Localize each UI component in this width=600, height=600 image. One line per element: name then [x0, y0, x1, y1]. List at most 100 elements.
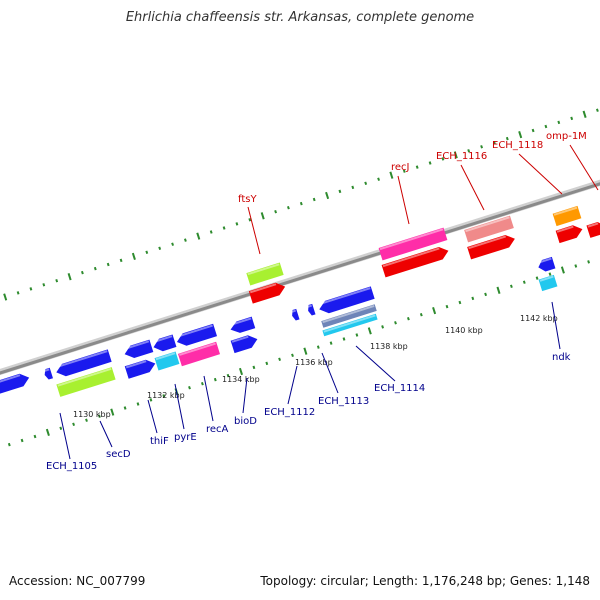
gene-arrow-body: [44, 367, 53, 380]
tick-dot: [595, 108, 599, 112]
tick-dot: [587, 260, 591, 264]
tick-dot: [496, 286, 501, 294]
gene-label-recj: recJ: [391, 162, 410, 173]
tick-dot: [329, 341, 333, 345]
tick-label: 1140 kbp: [445, 326, 483, 335]
tick-dot: [123, 406, 127, 410]
gene-box-ech1114-highlight: [323, 314, 376, 333]
gene-box-ftsY-highlight: [247, 263, 280, 276]
gene-arrow-highlight: [176, 324, 213, 338]
tick-dot: [67, 273, 72, 281]
tick-dot: [471, 296, 475, 301]
tick-dot: [59, 426, 63, 431]
gene-arrow-highlight: [307, 304, 313, 308]
tick-dot: [338, 189, 342, 194]
tick-dot: [535, 276, 539, 280]
tick-dot: [522, 280, 526, 284]
gene-arrow-recJ: [381, 246, 449, 278]
leader-line: [59, 412, 71, 460]
tick-dot: [505, 136, 509, 141]
gene-arrow-body: [308, 303, 316, 316]
leader-line: [551, 301, 561, 350]
gene-arrow-omp1M-highlight: [587, 222, 599, 228]
tick-dot: [291, 353, 294, 358]
gene-arrow-ftsY: [248, 282, 286, 304]
tick-dot: [381, 325, 385, 329]
tick-dot: [20, 438, 24, 443]
tick-dot: [312, 197, 316, 202]
leader-line: [460, 164, 485, 211]
tick-dot: [209, 230, 213, 234]
gene-box-recJ: [378, 227, 448, 261]
tick-dot: [377, 177, 381, 181]
gene-arrow-thiF: [124, 359, 156, 379]
tick-dot: [149, 398, 153, 402]
leader-line: [569, 144, 599, 191]
genome-title: Ehrlichia chaffeensis str. Arkansas, com…: [125, 10, 475, 25]
gene-label-secd: secD: [106, 449, 131, 460]
tick-dot: [252, 365, 256, 370]
gene-arrow-thiF-highlight: [125, 360, 147, 369]
gene-box-ech1116: [464, 215, 514, 243]
tick-dot: [402, 169, 406, 173]
gene-box-ftsY: [246, 262, 284, 286]
gene-label-ftsy: ftsY: [238, 194, 257, 205]
gene-arrow-body: [56, 349, 112, 377]
gene-arrow-body: [153, 334, 177, 352]
gene-box-ech1113-body: [321, 304, 377, 328]
gene-arrow-ech1118: [555, 225, 583, 244]
gene-arrow-body: [124, 339, 154, 359]
gene-arrow-ech1112-body: [292, 308, 300, 321]
gene-arrow-secD-body: [56, 367, 116, 397]
gene-arrow-ech1112: [291, 308, 300, 321]
gene-box-ech1116-body: [464, 215, 514, 243]
tick-dot: [299, 201, 303, 206]
tick-dot: [406, 316, 410, 321]
gene-arrow-omp1M-body: [586, 221, 600, 238]
tick-dot: [80, 270, 84, 275]
gene-arrow-omp1M: [586, 221, 600, 238]
tick-dot: [432, 306, 437, 315]
gene-arrow: [307, 303, 316, 316]
tick-dot: [582, 110, 587, 118]
gene-arrow-ech1118-highlight: [556, 225, 574, 233]
tick-dot: [574, 264, 578, 268]
gene-arrow-highlight: [152, 335, 173, 344]
gene-arrow-body: [0, 373, 30, 395]
tick-dot: [265, 361, 269, 366]
tick-dot: [458, 300, 462, 305]
tick-dot: [342, 337, 346, 341]
gene-arrow-highlight: [123, 340, 150, 351]
gene-label-biod: bioD: [234, 416, 257, 427]
tick-dot: [548, 272, 552, 276]
gene-box-ech1113: [321, 304, 377, 328]
gene-label-ech-1116: ECH_1116: [436, 151, 487, 162]
gene-label-omp-1m: omp-1M: [546, 131, 587, 142]
tick-dot: [213, 377, 217, 382]
gene-arrow: [537, 256, 556, 272]
gene-arrow: [318, 286, 375, 314]
gene-box-ech1116-highlight: [465, 216, 510, 233]
tick-dot: [351, 185, 355, 190]
gene-arrow-secD: [56, 367, 116, 397]
gene-label-reca: recA: [206, 424, 229, 435]
gene-arrow-highlight: [229, 317, 252, 326]
tick-dot: [7, 442, 11, 447]
gene-arrow-body: [230, 316, 256, 333]
gene-arrow-bioD-body: [230, 335, 258, 354]
gene-arrow-ftsY-highlight: [249, 283, 277, 294]
gene-arrow-highlight: [318, 287, 371, 306]
gene-label-ech-1113: ECH_1113: [318, 396, 369, 407]
tick-dot: [29, 287, 33, 291]
gene-box-ftsY-body: [246, 262, 284, 286]
gene-arrow-body: [319, 286, 375, 314]
tick-dot: [248, 218, 252, 222]
gene-box-recA-body: [177, 341, 221, 367]
tick-dot: [518, 130, 523, 139]
gene-box-ech1113-highlight: [322, 305, 375, 324]
tick-dot: [480, 145, 484, 149]
gene-box-pyrE: [154, 351, 180, 371]
leader-line: [99, 420, 113, 448]
tick-dot: [136, 402, 140, 406]
